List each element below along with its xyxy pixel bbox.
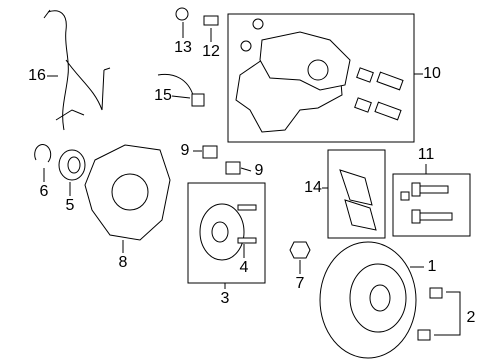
callout: 3: [221, 290, 230, 307]
hose-fitting: [191, 93, 205, 107]
callout: 2: [467, 309, 476, 326]
brake-pad: [344, 199, 377, 231]
caliper-bolts: [400, 182, 453, 224]
bolt: [202, 145, 218, 159]
sensor-clip: [43, 9, 85, 121]
slide-pins: [354, 67, 404, 121]
bolt-head: [252, 18, 264, 30]
pad-box: [327, 149, 386, 239]
bleeder: [203, 15, 219, 26]
bearing-bore: [67, 156, 81, 174]
shield-center: [111, 173, 149, 211]
bolt-box: [392, 173, 471, 237]
stud: [237, 204, 257, 211]
rotor-hat: [349, 263, 407, 333]
callout: 14: [304, 179, 322, 196]
leader-lines: [43, 22, 461, 336]
hub-center: [211, 221, 229, 243]
caliper-body: [259, 31, 351, 91]
callout: 13: [174, 39, 192, 56]
callout: 8: [119, 254, 128, 271]
rotor-center: [369, 284, 391, 312]
brake-pad: [339, 169, 373, 206]
callout: 9: [255, 162, 264, 179]
callout: 5: [66, 197, 75, 214]
splash-shield: [84, 144, 171, 241]
screw: [429, 287, 443, 299]
hub-nut: [289, 241, 311, 259]
bolt-head: [240, 40, 252, 52]
callout: 16: [28, 67, 46, 84]
callout: 10: [423, 65, 441, 82]
callout: 4: [240, 259, 249, 276]
callout: 7: [296, 275, 305, 292]
caliper-box: [227, 13, 415, 143]
callout: 15: [154, 87, 172, 104]
callout: 11: [418, 146, 435, 163]
piston: [307, 59, 329, 81]
hub-box: [187, 182, 266, 284]
cap: [175, 7, 189, 21]
sensor-wire: [47, 10, 111, 131]
bolt: [225, 161, 241, 175]
brake-hose: [157, 73, 194, 96]
callout: 12: [202, 43, 220, 60]
callout: 9: [181, 142, 190, 159]
callout: 1: [428, 258, 437, 275]
screw: [417, 329, 431, 341]
stud: [237, 237, 257, 244]
callout: 6: [40, 183, 49, 200]
snap-ring: [34, 144, 52, 163]
